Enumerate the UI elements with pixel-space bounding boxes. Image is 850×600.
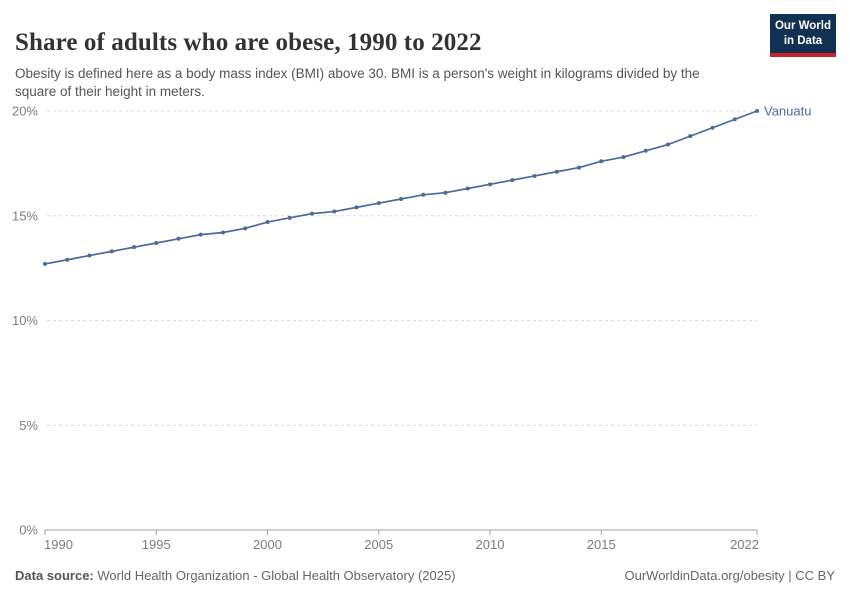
- chart-subtitle: Obesity is defined here as a body mass i…: [15, 65, 700, 100]
- data-point[interactable]: [577, 165, 581, 170]
- data-point[interactable]: [332, 209, 337, 214]
- y-tick-label: 0%: [19, 523, 38, 538]
- x-tick-label: 2010: [476, 537, 505, 552]
- data-point[interactable]: [688, 134, 693, 139]
- y-tick-label: 15%: [12, 208, 38, 223]
- data-point[interactable]: [421, 192, 426, 197]
- data-point[interactable]: [755, 109, 759, 113]
- x-tick-label: 2005: [364, 537, 393, 552]
- data-point[interactable]: [243, 226, 248, 231]
- data-source-note: Data source: World Health Organization -…: [15, 568, 456, 583]
- data-point[interactable]: [399, 196, 403, 201]
- data-point[interactable]: [599, 159, 604, 164]
- data-source-label: Data source:: [15, 568, 94, 583]
- data-point[interactable]: [154, 240, 159, 245]
- trend-line[interactable]: [44, 110, 758, 265]
- data-point[interactable]: [109, 249, 114, 254]
- owid-logo[interactable]: Our World in Data: [770, 14, 836, 57]
- data-point[interactable]: [376, 201, 381, 206]
- owid-logo-line2: in Data: [783, 34, 823, 47]
- x-tick-label: 2000: [253, 537, 282, 552]
- data-point[interactable]: [666, 142, 670, 147]
- data-point[interactable]: [643, 148, 648, 153]
- data-source-text: World Health Organization - Global Healt…: [97, 568, 456, 583]
- data-point[interactable]: [221, 230, 225, 235]
- data-point[interactable]: [465, 186, 470, 191]
- data-point[interactable]: [310, 211, 314, 216]
- data-point[interactable]: [65, 257, 70, 262]
- x-tick-label: 2015: [587, 537, 616, 552]
- data-point[interactable]: [354, 205, 359, 210]
- owid-logo-line1: Our World: [774, 20, 831, 32]
- data-point[interactable]: [287, 215, 292, 220]
- y-tick-label: 10%: [12, 313, 38, 328]
- x-tick-label: 2022: [730, 537, 759, 552]
- series-end-label[interactable]: Vanuatu: [764, 104, 811, 119]
- data-point[interactable]: [710, 125, 715, 130]
- license-credit-link[interactable]: OurWorldinData.org/obesity | CC BY: [624, 568, 836, 583]
- data-point[interactable]: [732, 117, 737, 122]
- y-tick-label: 20%: [12, 104, 38, 119]
- page-title: Share of adults who are obese, 1990 to 2…: [15, 28, 482, 56]
- x-tick-label: 1990: [44, 537, 73, 552]
- obesity-line-chart: 0% 5% 10% 15% 20% 1990 1995 2000 2005 2010 2015 202…: [12, 104, 812, 553]
- data-point[interactable]: [488, 182, 492, 187]
- data-point[interactable]: [265, 220, 270, 225]
- data-point[interactable]: [132, 245, 136, 250]
- data-point[interactable]: [176, 236, 181, 241]
- data-point[interactable]: [87, 253, 92, 258]
- data-point[interactable]: [554, 169, 559, 174]
- x-tick-label: 1995: [142, 537, 171, 552]
- data-point[interactable]: [510, 178, 515, 183]
- data-point[interactable]: [532, 173, 537, 178]
- chart-footer: Data source: World Health Organization -…: [15, 568, 835, 583]
- data-point[interactable]: [621, 155, 626, 160]
- data-point[interactable]: [443, 190, 448, 195]
- data-point[interactable]: [43, 261, 47, 266]
- y-tick-label: 5%: [19, 418, 38, 433]
- data-point[interactable]: [198, 232, 203, 237]
